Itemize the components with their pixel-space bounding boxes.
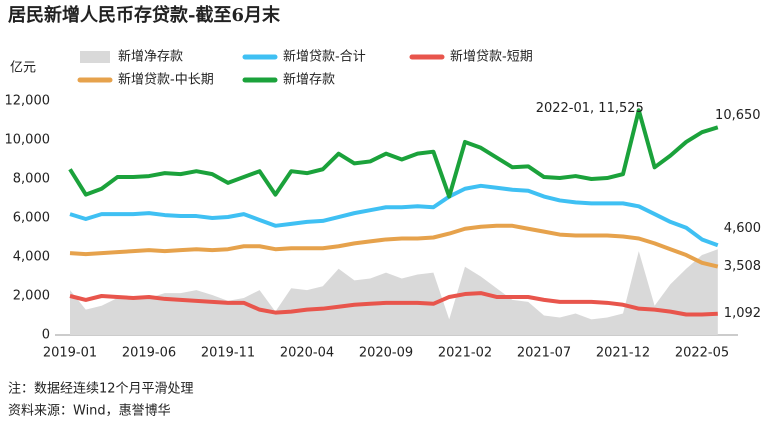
line xyxy=(69,291,718,317)
y-axis-label: 亿元 xyxy=(10,61,36,76)
y-tick-label: 8,000 xyxy=(13,172,50,187)
line xyxy=(69,223,719,269)
y-tick-label: 0 xyxy=(42,328,50,343)
x-tick-label: 2021-02 xyxy=(438,346,492,361)
area xyxy=(70,249,718,335)
x-tick-label: 2020-09 xyxy=(359,346,413,361)
line xyxy=(69,183,719,248)
y-tick-label: 12,000 xyxy=(5,94,51,109)
chart-title: 居民新增人民币存贷款-截至6月末 xyxy=(8,4,281,26)
value-label: 4,600 xyxy=(724,221,761,236)
y-tick-label: 6,000 xyxy=(13,211,50,226)
x-tick-label: 2022-05 xyxy=(675,346,729,361)
legend-label: 新增存款 xyxy=(283,72,335,88)
x-tick-label: 2019-01 xyxy=(43,346,97,361)
x-tick-label: 2019-06 xyxy=(122,346,176,361)
x-tick-label: 2019-11 xyxy=(201,346,255,361)
value-label: 10,650 xyxy=(715,108,761,123)
x-tick-label: 2021-07 xyxy=(517,346,571,361)
x-tick-label: 2021-12 xyxy=(596,346,650,361)
legend-label: 新增净存款 xyxy=(118,49,183,65)
line xyxy=(68,108,719,199)
legend-label: 新增贷款-中长期 xyxy=(118,72,214,88)
y-tick-label: 2,000 xyxy=(13,289,50,304)
value-label: 1,092 xyxy=(724,306,761,321)
legend-swatch xyxy=(80,51,110,63)
x-tick-label: 2020-04 xyxy=(280,346,334,361)
y-tick-label: 10,000 xyxy=(5,133,51,148)
source: 资料来源：Wind，惠誉博华 xyxy=(8,404,171,419)
value-label: 3,508 xyxy=(724,259,761,274)
legend-label: 新增贷款-合计 xyxy=(283,49,366,65)
note: 注：数据经连续12个月平滑处理 xyxy=(8,381,194,397)
value-label: 2022-01, 11,525 xyxy=(536,101,644,116)
y-tick-label: 4,000 xyxy=(13,250,50,265)
legend-label: 新增贷款-短期 xyxy=(450,49,533,65)
